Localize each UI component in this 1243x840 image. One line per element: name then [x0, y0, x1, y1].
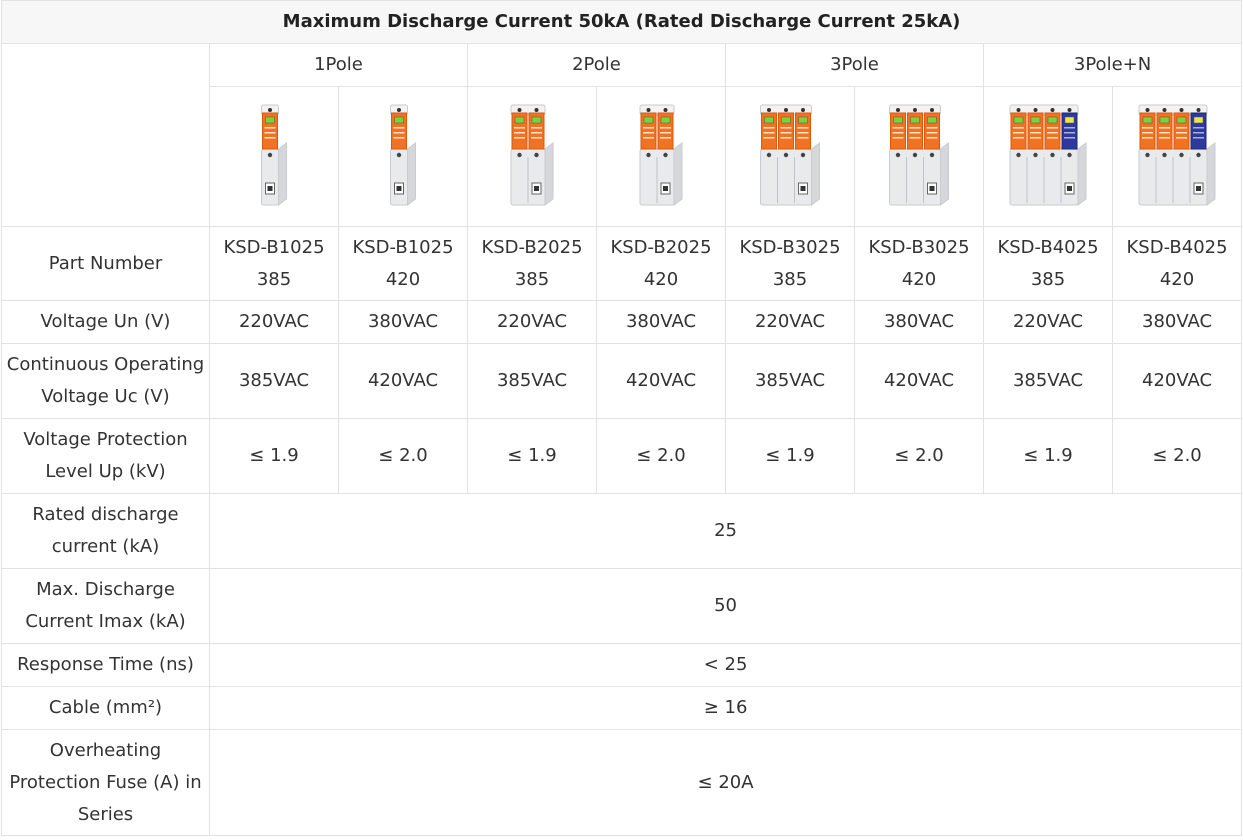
spd-1pole-image [390, 104, 416, 206]
spd-3pole-image [889, 104, 949, 206]
cable-value: ≥ 16 [208, 686, 1243, 730]
part-number-cell: KSD-B3025 385 [725, 226, 855, 301]
spd-3pole-n-image [1009, 104, 1087, 206]
continuous-voltage-cell: 420VAC [1111, 343, 1243, 419]
part-number-cell: KSD-B4025 385 [983, 226, 1113, 301]
label-cable: Cable (mm²) [1, 686, 210, 730]
label-overheating-fuse: Overheating Protection Fuse (A) in Series [1, 729, 210, 836]
group-1pole: 1Pole [209, 43, 468, 87]
group-3pole: 3Pole [725, 43, 984, 87]
continuous-voltage-cell: 385VAC [467, 343, 597, 419]
part-number-cell: KSD-B3025 420 [854, 226, 984, 301]
spd-3pole-n-image [1138, 104, 1216, 206]
voltage-un-cell: 380VAC [1111, 300, 1243, 344]
spd-2pole-image [639, 104, 683, 206]
voltage-un-cell: 380VAC [596, 300, 726, 344]
group-2pole: 2Pole [467, 43, 726, 87]
voltage-un-cell: 380VAC [854, 300, 984, 344]
part-number-cell: KSD-B4025 420 [1111, 226, 1243, 301]
product-image-cell [725, 86, 855, 227]
spd-2pole-image [510, 104, 554, 206]
protection-level-cell: ≤ 1.9 [725, 418, 855, 494]
label-max-discharge: Max. Discharge Current Imax (kA) [1, 568, 210, 644]
protection-level-cell: ≤ 2.0 [854, 418, 984, 494]
product-image-cell [209, 86, 339, 227]
label-protection-level: Voltage Protection Level Up (kV) [1, 418, 210, 494]
continuous-voltage-cell: 420VAC [854, 343, 984, 419]
part-number-cell: KSD-B2025 385 [467, 226, 597, 301]
group-3pole-n: 3Pole+N [982, 43, 1243, 87]
response-time-value: < 25 [208, 643, 1243, 687]
max-discharge-value: 50 [208, 568, 1243, 644]
voltage-un-cell: 220VAC [983, 300, 1113, 344]
voltage-un-cell: 220VAC [725, 300, 855, 344]
voltage-un-cell: 380VAC [338, 300, 468, 344]
spd-3pole-image [760, 104, 820, 206]
product-image-cell [983, 86, 1113, 227]
label-voltage-un: Voltage Un (V) [1, 300, 210, 344]
protection-level-cell: ≤ 2.0 [338, 418, 468, 494]
protection-level-cell: ≤ 1.9 [467, 418, 597, 494]
protection-level-cell: ≤ 2.0 [596, 418, 726, 494]
protection-level-cell: ≤ 1.9 [209, 418, 339, 494]
part-number-cell: KSD-B2025 420 [596, 226, 726, 301]
label-response-time: Response Time (ns) [1, 643, 210, 687]
protection-level-cell: ≤ 2.0 [1111, 418, 1243, 494]
part-number-cell: KSD-B1025 385 [209, 226, 339, 301]
product-image-cell [467, 86, 597, 227]
label-rated-discharge: Rated discharge current (kA) [1, 493, 210, 569]
product-image-cell [1111, 86, 1243, 227]
product-image-cell [854, 86, 984, 227]
voltage-un-cell: 220VAC [209, 300, 339, 344]
table-title: Maximum Discharge Current 50kA (Rated Di… [0, 0, 1243, 44]
continuous-voltage-cell: 420VAC [596, 343, 726, 419]
continuous-voltage-cell: 385VAC [983, 343, 1113, 419]
product-image-cell [596, 86, 726, 227]
voltage-un-cell: 220VAC [467, 300, 597, 344]
part-number-cell: KSD-B1025 420 [338, 226, 468, 301]
continuous-voltage-cell: 385VAC [209, 343, 339, 419]
spd-1pole-image [261, 104, 287, 206]
product-image-cell [338, 86, 468, 227]
overheating-fuse-value: ≤ 20A [208, 729, 1243, 836]
empty-corner-cell [1, 43, 210, 227]
rated-discharge-value: 25 [208, 493, 1243, 569]
continuous-voltage-cell: 385VAC [725, 343, 855, 419]
continuous-voltage-cell: 420VAC [338, 343, 468, 419]
label-part-number: Part Number [1, 226, 210, 301]
protection-level-cell: ≤ 1.9 [983, 418, 1113, 494]
label-continuous-voltage: Continuous Operating Voltage Uc (V) [1, 343, 210, 419]
